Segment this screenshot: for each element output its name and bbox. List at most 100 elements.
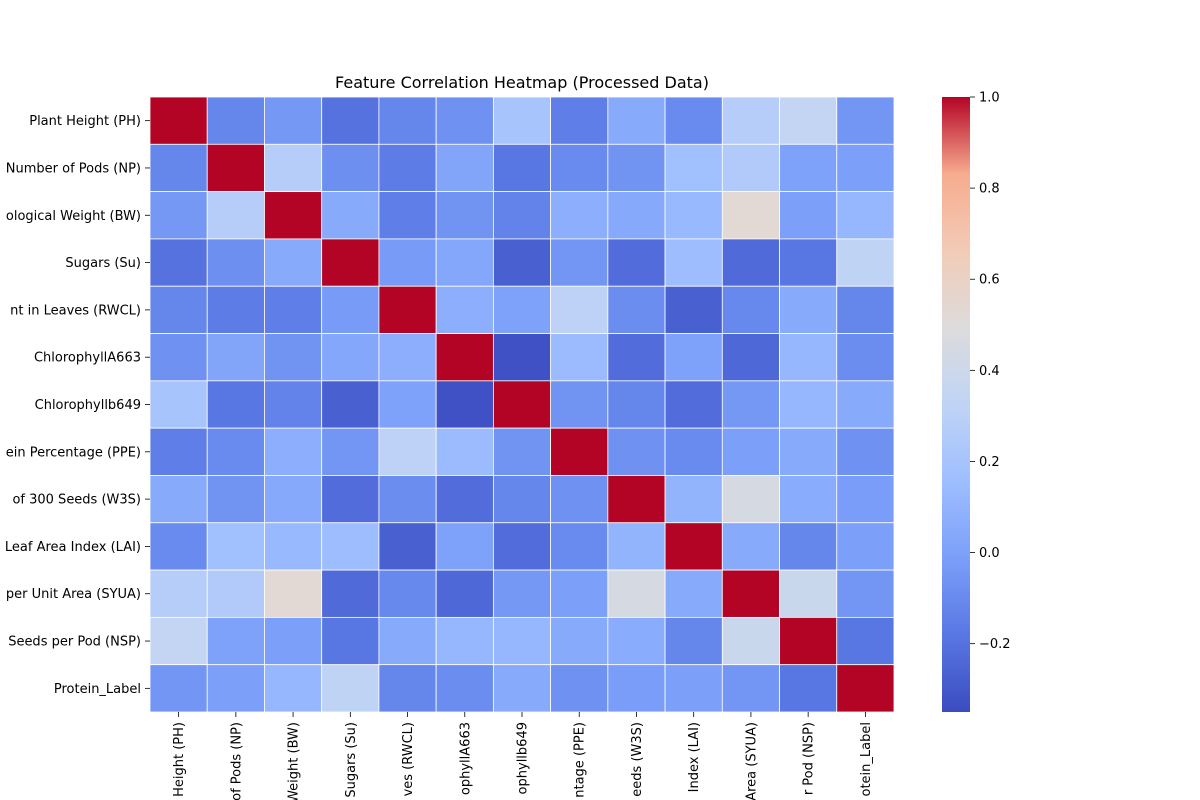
heatmap-cell — [492, 333, 552, 382]
heatmap-cell — [550, 427, 609, 476]
heatmap-cell — [264, 664, 323, 713]
heatmap-cell — [836, 616, 895, 666]
heatmap-cell — [836, 427, 895, 476]
heatmap-cell — [721, 616, 780, 666]
heatmap-cell — [321, 616, 380, 666]
heatmap-cell — [779, 285, 838, 334]
heatmap-cell — [550, 333, 609, 382]
heatmap-cell — [435, 427, 494, 476]
heatmap-cell — [607, 191, 666, 240]
heatmap-cell — [721, 191, 780, 240]
heatmap-cell — [321, 522, 380, 571]
heatmap-cell — [836, 96, 895, 145]
heatmap-cell — [321, 475, 380, 524]
row-label: Chlorophyllb649 — [35, 398, 141, 413]
heatmap-cell — [492, 616, 552, 666]
row-label: Number of Pods (NP) — [6, 161, 141, 176]
heatmap-cells — [149, 96, 895, 713]
colorbar-tick-label: 1.0 — [979, 91, 1000, 106]
heatmap-cell — [607, 96, 666, 145]
heatmap-cell — [492, 569, 552, 618]
heatmap-cell — [321, 569, 380, 618]
heatmap-cell — [607, 238, 666, 287]
heatmap-cell — [664, 616, 723, 666]
heatmap-cell — [378, 522, 437, 571]
heatmap-cell — [721, 333, 780, 382]
colorbar-tick-label: −0.2 — [979, 637, 1011, 652]
heatmap-cell — [664, 96, 723, 145]
heatmap-cell — [378, 380, 437, 429]
row-label: ological Weight (BW) — [6, 209, 141, 224]
heatmap-cell — [721, 143, 780, 193]
heatmap-cell — [492, 285, 552, 334]
row-label: of 300 Seeds (W3S) — [12, 493, 141, 508]
heatmap-cell — [492, 664, 552, 713]
heatmap-cell — [149, 427, 208, 476]
heatmap-cell — [607, 569, 666, 618]
column-label: Weight (BW) — [287, 722, 302, 800]
row-label: ein Percentage (PPE) — [6, 445, 141, 460]
heatmap-cell — [550, 475, 609, 524]
heatmap-cell — [264, 238, 323, 287]
colorbar-tick-label: 0.4 — [979, 364, 1000, 379]
heatmap-cell — [378, 96, 437, 145]
heatmap-cell — [607, 285, 666, 334]
heatmap-cell — [435, 238, 494, 287]
heatmap-cell — [492, 427, 552, 476]
heatmap-cell — [378, 616, 437, 666]
heatmap-cell — [779, 191, 838, 240]
row-label: ChlorophyllA663 — [34, 351, 141, 366]
heatmap-cell — [492, 522, 552, 571]
heatmap-cell — [779, 569, 838, 618]
heatmap-cell — [264, 96, 323, 145]
heatmap-cell — [206, 333, 265, 382]
colorbar: −0.2 0.0 0.2 0.4 0.6 0.8 1.0 — [942, 91, 1011, 712]
heatmap-cell — [321, 427, 380, 476]
heatmap-cell — [836, 333, 895, 382]
heatmap-cell — [435, 333, 494, 382]
heatmap-cell — [149, 569, 208, 618]
heatmap-cell — [492, 96, 552, 145]
heatmap-cell — [721, 285, 780, 334]
column-label: Index (LAI) — [687, 722, 702, 792]
heatmap-cell — [264, 191, 323, 240]
column-label: r Pod (NSP) — [802, 722, 817, 795]
heatmap-cell — [435, 380, 494, 429]
heatmap-cell — [664, 285, 723, 334]
heatmap-cell — [550, 238, 609, 287]
heatmap-cell — [550, 616, 609, 666]
row-label: Sugars (Su) — [65, 256, 141, 271]
heatmap-cell — [149, 522, 208, 571]
heatmap-cell — [492, 191, 552, 240]
column-label: Area (SYUA) — [744, 722, 759, 800]
heatmap-cell — [607, 333, 666, 382]
heatmap-cell — [550, 285, 609, 334]
heatmap-cell — [664, 427, 723, 476]
heatmap-cell — [149, 285, 208, 334]
heatmap-cell — [550, 664, 609, 713]
heatmap-cell — [664, 475, 723, 524]
heatmap-cell — [264, 333, 323, 382]
heatmap-cell — [435, 285, 494, 334]
heatmap-cell — [264, 522, 323, 571]
heatmap-cell — [149, 238, 208, 287]
heatmap-cell — [435, 522, 494, 571]
heatmap-cell — [206, 664, 265, 713]
heatmap-cell — [378, 333, 437, 382]
heatmap-cell — [779, 96, 838, 145]
heatmap-cell — [550, 96, 609, 145]
heatmap-cell — [378, 285, 437, 334]
heatmap-cell — [435, 664, 494, 713]
heatmap-cell — [607, 664, 666, 713]
heatmap-cell — [206, 285, 265, 334]
heatmap-cell — [836, 238, 895, 287]
heatmap-cell — [836, 475, 895, 524]
heatmap-cell — [378, 191, 437, 240]
heatmap-cell — [321, 191, 380, 240]
colorbar-ticks: −0.2 0.0 0.2 0.4 0.6 0.8 1.0 — [970, 91, 1011, 652]
heatmap-cell — [550, 569, 609, 618]
heatmap-cell — [435, 191, 494, 240]
row-labels: Plant Height (PH) Number of Pods (NP) olog… — [5, 114, 150, 697]
heatmap-cell — [264, 475, 323, 524]
